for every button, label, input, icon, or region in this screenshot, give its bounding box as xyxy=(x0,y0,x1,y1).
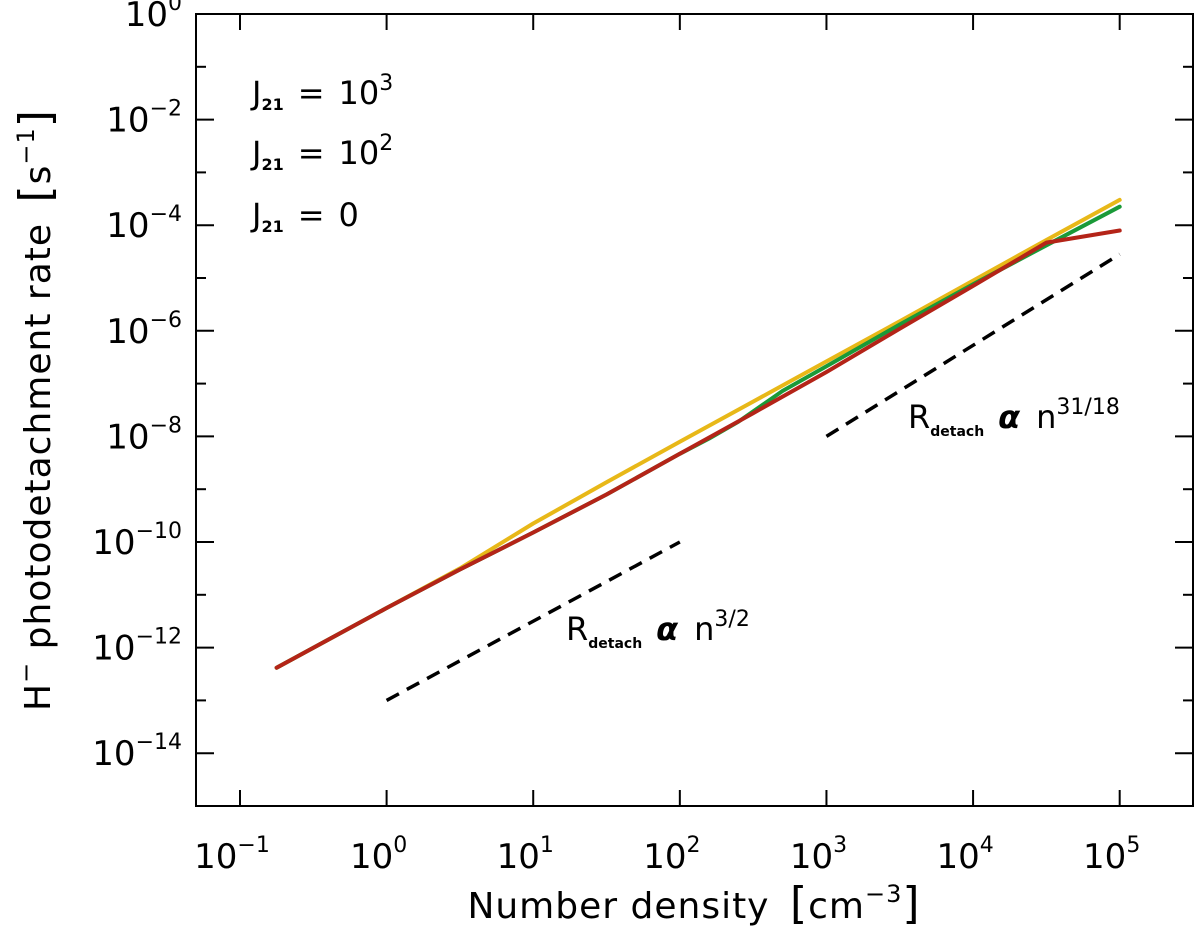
y-tick-label: 100 xyxy=(125,0,182,35)
x-tick-label: 103 xyxy=(790,833,847,877)
reference-line-n-31-18 xyxy=(825,252,1121,438)
y-tick-label: 10−6 xyxy=(106,308,182,352)
x-tick-label: 100 xyxy=(350,833,407,877)
reference-lines xyxy=(385,252,1121,702)
x-axis-tick-labels: 10−1 100 101 102 103 104 105 xyxy=(194,833,1140,877)
y-axis-tick-labels: 100 10−2 10−4 10−6 10−8 10−10 10−12 10−14 xyxy=(92,0,182,774)
y-tick-label: 10−2 xyxy=(106,97,182,141)
legend-entry-j21-100: J21 = 102 xyxy=(250,131,393,174)
x-axis-ticks xyxy=(238,14,1121,806)
plot-frame xyxy=(195,13,1194,807)
annotation-slope-3-2: Rdetach α n3/2 xyxy=(566,607,750,652)
y-axis-ticks xyxy=(196,13,1193,807)
annotation-slope-31-18: Rdetach α n31/18 xyxy=(908,395,1120,440)
x-tick-label: 104 xyxy=(936,833,993,877)
x-tick-label: 101 xyxy=(497,833,554,877)
legend-entry-j21-0: J21 = 0 xyxy=(250,196,359,236)
y-tick-label: 10−14 xyxy=(92,730,182,774)
legend: J21 = 103 J21 = 102 J21 = 0 xyxy=(250,71,393,236)
reference-line-n-3-2 xyxy=(385,540,681,702)
x-tick-label: 102 xyxy=(643,833,700,877)
series-line-j21-10-3 xyxy=(274,228,1122,670)
y-tick-label: 10−8 xyxy=(106,413,182,457)
x-axis-title: Number density [cm−3] xyxy=(467,878,920,929)
y-axis-title: H− photodetachment rate [s−1] xyxy=(10,109,61,711)
x-tick-label: 105 xyxy=(1083,833,1140,877)
y-tick-label: 10−4 xyxy=(106,202,182,246)
y-tick-label: 10−10 xyxy=(92,519,182,563)
legend-entry-j21-1000: J21 = 103 xyxy=(250,71,393,114)
y-tick-label: 10−12 xyxy=(92,625,182,669)
series-lines xyxy=(274,197,1122,670)
x-tick-label: 10−1 xyxy=(194,833,270,877)
